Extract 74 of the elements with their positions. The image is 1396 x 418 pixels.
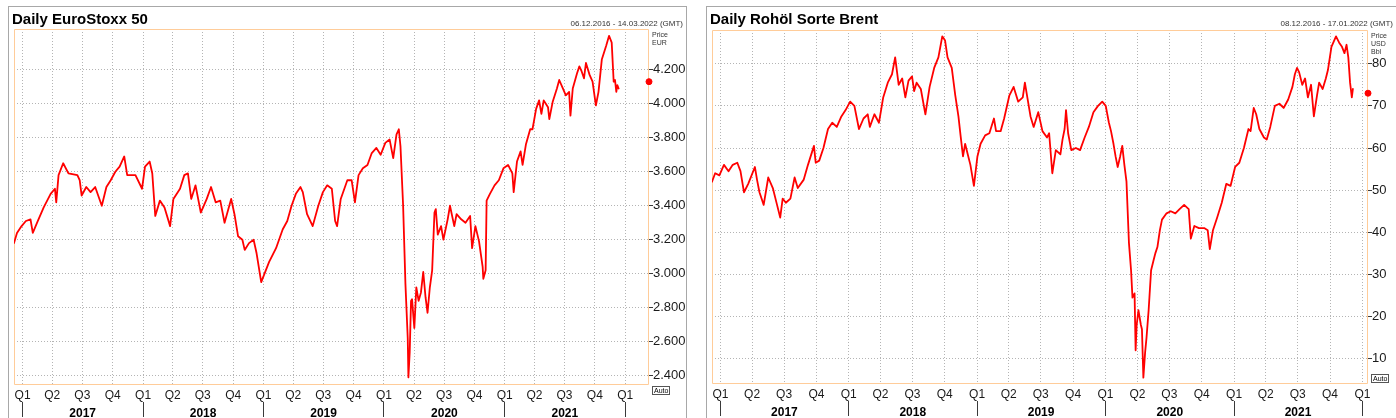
x-tick-label: Q1: [255, 387, 272, 402]
chart-title: Daily EuroStoxx 50: [12, 10, 148, 28]
x2-tick-label: 2017: [69, 405, 97, 418]
y-tick-label: 2.800: [653, 299, 686, 315]
x-tick-label: Q3: [1032, 386, 1050, 401]
x-tick-label: Q3: [776, 386, 793, 401]
x-tick-label: Q4: [104, 387, 122, 402]
y-tick-label: 3.200: [653, 231, 686, 247]
y-tick-label: 3.600: [653, 163, 686, 179]
x-tick-label: Q1: [840, 386, 858, 401]
x-tick-label: Q3: [315, 387, 332, 402]
x-tick-label: Q2: [744, 386, 761, 401]
x-tick-label: Q1: [617, 387, 634, 402]
x-tick-label: Q2: [526, 387, 543, 402]
x2-tick-label: 2018: [899, 404, 927, 418]
x-tick-label: Q2: [406, 387, 423, 402]
x-tick-label: Q1: [14, 387, 31, 402]
x-tick-label: Q4: [586, 387, 604, 402]
x-tick-label: Q2: [1257, 386, 1275, 401]
y-tick-label: 3.400: [653, 197, 686, 213]
x-tick-label: Q3: [904, 386, 921, 401]
y-tick-label: 50: [1372, 181, 1387, 197]
y-tick-label: 3.800: [653, 129, 686, 145]
x-tick-label: Q1: [1097, 386, 1114, 401]
y-tick-label: 2.400: [653, 367, 686, 383]
x-tick-label: Q4: [345, 387, 362, 402]
x2-tick-label: 2020: [1156, 404, 1184, 418]
x2-tick-label: 2020: [431, 405, 459, 418]
y-tick-label: 4.000: [653, 95, 686, 111]
x2-tick-label: 2021: [1284, 404, 1312, 418]
x-tick-label: Q4: [225, 387, 242, 402]
x-tick-label: Q2: [44, 387, 61, 402]
x-tick-label: Q3: [194, 387, 212, 402]
y-tick-label: 10: [1372, 350, 1387, 366]
x-tick-label: Q1: [712, 386, 729, 401]
x-tick-label: Q2: [1000, 386, 1018, 401]
x-tick-label: Q2: [285, 387, 302, 402]
x-tick-label: Q4: [1065, 386, 1082, 401]
x2-tick-label: 2017: [771, 404, 799, 418]
x-tick-label: Q1: [969, 386, 986, 401]
x-tick-label: Q4: [466, 387, 483, 402]
x-tick-label: Q4: [808, 386, 825, 401]
x-tick-label: Q2: [1129, 386, 1146, 401]
y-tick-label: 80: [1372, 55, 1387, 71]
x-tick-label: Q1: [1354, 386, 1371, 401]
x-tick-label: Q2: [872, 386, 889, 401]
y-tick-label: 70: [1372, 97, 1387, 113]
chart-subtitle: 08.12.2016 - 17.01.2022 (GMT): [1280, 19, 1393, 28]
x2-tick-label: 2019: [1027, 404, 1055, 418]
x-tick-label: Q1: [496, 387, 514, 402]
x-tick-label: Q1: [135, 387, 152, 402]
x-tick-label: Q3: [556, 387, 573, 402]
x-tick-label: Q3: [74, 387, 91, 402]
y-tick-label: 30: [1372, 266, 1387, 282]
x-tick-label: Q2: [164, 387, 182, 402]
y-tick-label: 4.200: [653, 61, 686, 77]
x-tick-label: Q3: [1289, 386, 1307, 401]
y-tick-label: 3.000: [653, 265, 686, 281]
x2-tick-label: 2021: [551, 405, 579, 418]
x-tick-label: Q4: [1193, 386, 1211, 401]
chart-subtitle: 06.12.2016 - 14.03.2022 (GMT): [570, 19, 683, 28]
y-tick-label: 20: [1372, 308, 1387, 324]
x-tick-label: Q3: [1161, 386, 1178, 401]
x-tick-label: Q1: [375, 387, 393, 402]
x-tick-label: Q1: [1226, 386, 1243, 401]
y-tick-label: 40: [1372, 223, 1387, 239]
x-tick-label: Q4: [1322, 386, 1339, 401]
x2-tick-label: 2019: [310, 405, 338, 418]
y-tick-label: 60: [1372, 139, 1387, 155]
y-tick-label: 2.600: [653, 333, 686, 349]
x-tick-label: Q3: [436, 387, 453, 402]
x2-tick-label: 2018: [189, 405, 217, 418]
x-tick-label: Q4: [936, 386, 954, 401]
chart-title: Daily Rohöl Sorte Brent: [710, 10, 879, 28]
